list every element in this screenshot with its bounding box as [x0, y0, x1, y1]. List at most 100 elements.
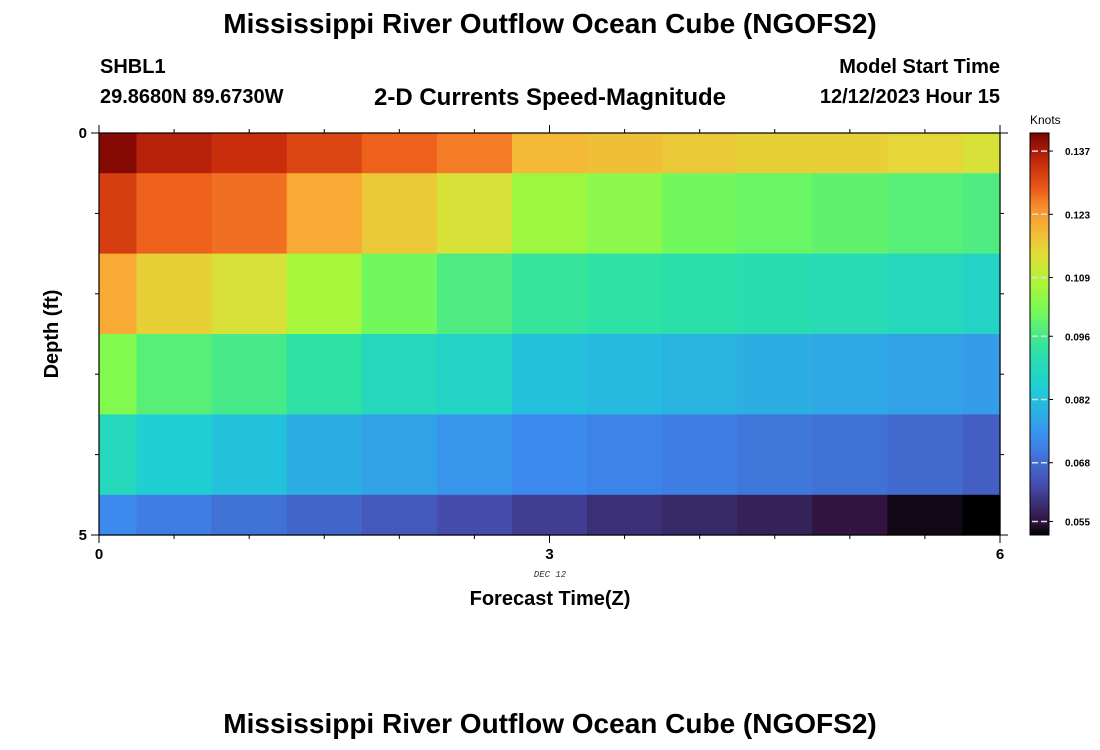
- colorbar-tick-label: 0.055: [1065, 517, 1090, 528]
- x-tick-label: 0: [95, 546, 103, 563]
- chart-title: Mississippi River Outflow Ocean Cube (NG…: [223, 8, 877, 39]
- heatmap-cell: [286, 253, 363, 335]
- heatmap-cell: [812, 173, 888, 255]
- heatmap-cell: [136, 334, 213, 415]
- x-tick-label: 6: [996, 546, 1004, 563]
- heatmap-cells: [99, 133, 1001, 536]
- heatmap-cell: [587, 334, 663, 415]
- colorbar: Knots 0.137 0.123 0.109 0.096 0.082 0.068 0.05…: [1029, 113, 1090, 536]
- heatmap-cell: [662, 414, 738, 496]
- heatmap-cell: [887, 334, 964, 415]
- heatmap-cell: [361, 334, 438, 415]
- heatmap-cell: [211, 253, 288, 335]
- heatmap-cell: [662, 253, 738, 335]
- heatmap-cell: [99, 334, 138, 415]
- heatmap-cell: [436, 253, 513, 335]
- heatmap-cell: [99, 414, 138, 496]
- heatmap-cell: [662, 494, 738, 536]
- colorbar-tick-label: 0.068: [1065, 459, 1090, 470]
- heatmap-cell: [887, 494, 964, 536]
- colorbar-tick-label: 0.123: [1065, 210, 1090, 221]
- heatmap-cell: [136, 253, 213, 335]
- chart-subtitle: 2-D Currents Speed-Magnitude: [373, 84, 727, 111]
- heatmap-cell: [962, 414, 1001, 496]
- colorbar-ticks: 0.137 0.123 0.109 0.096 0.082 0.068 0.055: [1032, 147, 1090, 528]
- heatmap-cell: [511, 334, 588, 415]
- heatmap-cell: [436, 494, 513, 536]
- heatmap-cell: [737, 133, 813, 174]
- heatmap-cell: [587, 133, 663, 174]
- heatmap-cell: [136, 173, 213, 255]
- heatmap-cell: [99, 494, 138, 536]
- heatmap-cell: [887, 173, 964, 255]
- x-axis-label: Forecast Time(Z): [470, 588, 631, 610]
- heatmap-cell: [286, 414, 363, 496]
- footer-chart-title: Mississippi River Outflow Ocean Cube (NG…: [223, 708, 877, 739]
- heatmap-cell: [286, 334, 363, 415]
- heatmap-cell: [211, 133, 288, 174]
- heatmap-cell: [662, 133, 738, 174]
- heatmap-cell: [662, 173, 738, 255]
- heatmap-cell: [436, 133, 513, 174]
- heatmap-cell: [587, 414, 663, 496]
- model-start-value: 12/12/2023 Hour 15: [819, 86, 1000, 108]
- station-id: SHBL1: [100, 56, 166, 78]
- heatmap-cell: [812, 494, 888, 536]
- heatmap-cell: [511, 133, 588, 174]
- heatmap-cell: [887, 414, 964, 496]
- heatmap-cell: [211, 414, 288, 496]
- y-tick-label: 0: [79, 125, 87, 142]
- x-axis-date-label: DEC 12: [534, 570, 567, 580]
- heatmap-cell: [99, 173, 138, 255]
- heatmap-cell: [211, 334, 288, 415]
- heatmap-cell: [662, 334, 738, 415]
- heatmap-cell: [737, 334, 813, 415]
- heatmap-cell: [812, 133, 888, 174]
- colorbar-tick-label: 0.096: [1065, 332, 1090, 343]
- heatmap-cell: [511, 173, 588, 255]
- heatmap-cell: [286, 173, 363, 255]
- heatmap-cell: [136, 494, 213, 536]
- heatmap-cell: [436, 334, 513, 415]
- y-axis-label: Depth (ft): [41, 290, 63, 379]
- heatmap-cell: [812, 334, 888, 415]
- axes: 0 3 605: [79, 125, 1008, 563]
- heatmap-cell: [211, 173, 288, 255]
- heatmap-cell: [99, 253, 138, 335]
- heatmap-cell: [737, 494, 813, 536]
- heatmap-cell: [737, 253, 813, 335]
- heatmap-cell: [587, 253, 663, 335]
- heatmap-cell: [587, 494, 663, 536]
- heatmap-cell: [211, 494, 288, 536]
- colorbar-scale: [1029, 132, 1050, 536]
- heatmap-cell: [436, 414, 513, 496]
- heatmap-cell: [286, 133, 363, 174]
- heatmap-cell: [962, 334, 1001, 415]
- heatmap-cell: [887, 133, 964, 174]
- heatmap-cell: [361, 253, 438, 335]
- colorbar-tick-label: 0.137: [1065, 147, 1090, 158]
- station-coordinates: 29.8680N 89.6730W: [100, 86, 284, 108]
- colorbar-tick-label: 0.109: [1065, 274, 1090, 285]
- heatmap-cell: [962, 253, 1001, 335]
- heatmap-cell: [962, 494, 1001, 536]
- model-start-label: Model Start Time: [839, 56, 1000, 78]
- heatmap-cell: [361, 173, 438, 255]
- heatmap-cell: [962, 133, 1001, 174]
- y-tick-label: 5: [79, 527, 87, 544]
- heatmap-cell: [361, 494, 438, 536]
- heatmap-cell: [587, 173, 663, 255]
- heatmap-cell: [737, 173, 813, 255]
- heatmap-cell: [436, 173, 513, 255]
- heatmap-cell: [812, 253, 888, 335]
- heatmap-cell: [361, 133, 438, 174]
- colorbar-title: Knots: [1030, 113, 1061, 127]
- heatmap-cell: [136, 414, 213, 496]
- heatmap-cell: [737, 414, 813, 496]
- heatmap-cell: [812, 414, 888, 496]
- heatmap-cell: [286, 494, 363, 536]
- colorbar-tick-label: 0.082: [1065, 395, 1090, 406]
- heatmap-cell: [136, 133, 213, 174]
- x-tick-label: 3: [545, 546, 553, 563]
